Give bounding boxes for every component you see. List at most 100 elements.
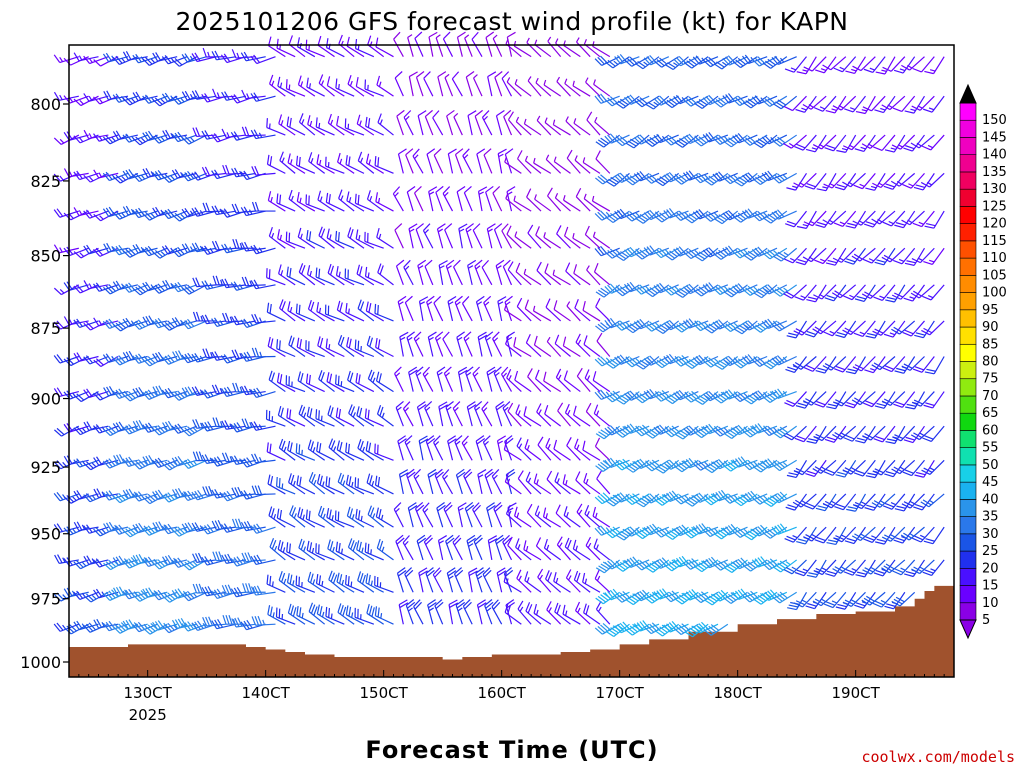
wind-barb	[426, 295, 435, 322]
wind-barb	[298, 113, 316, 136]
wind-barb	[393, 502, 404, 528]
wind-barb	[476, 599, 487, 625]
wind-barb	[526, 503, 542, 528]
wind-barb	[315, 574, 335, 593]
wind-barb	[325, 38, 345, 58]
wind-barb	[63, 168, 89, 178]
wind-barb	[481, 259, 493, 286]
wind-barb	[523, 540, 542, 561]
wind-barb	[316, 302, 335, 322]
colorbar-segment	[959, 430, 977, 448]
colorbar-segment	[959, 343, 977, 362]
wind-barb	[142, 587, 168, 598]
wind-barb	[355, 508, 375, 528]
wind-barb	[307, 299, 326, 322]
wind-barb	[132, 284, 158, 296]
wind-barb	[231, 315, 256, 326]
wind-barb	[305, 373, 325, 393]
wind-barb	[267, 36, 286, 58]
wind-barb	[286, 542, 306, 561]
wind-barb	[211, 240, 237, 251]
wind-barb	[462, 599, 473, 625]
wind-barb	[771, 209, 797, 220]
wind-barb	[83, 129, 109, 140]
y-tick-label: 975	[30, 590, 61, 609]
wind-barb	[285, 79, 306, 97]
wind-barb	[436, 366, 446, 392]
colorbar-label: 120	[982, 217, 1007, 232]
wind-barb	[211, 384, 237, 395]
wind-barb	[435, 185, 444, 212]
wind-barb	[487, 71, 497, 97]
wind-barb	[504, 472, 522, 495]
wind-barb	[456, 186, 466, 212]
wind-barb	[491, 599, 503, 625]
wind-barb	[269, 74, 286, 97]
wind-barb	[296, 605, 316, 625]
wind-barb	[93, 488, 119, 498]
wind-barb	[422, 502, 434, 528]
wind-barb	[481, 110, 493, 136]
wind-barb	[433, 295, 444, 322]
wind-barb	[181, 352, 207, 364]
wind-barb	[316, 154, 335, 174]
wind-barb	[297, 371, 316, 393]
wind-barb	[306, 406, 325, 427]
wind-barb	[287, 440, 306, 461]
wind-barb	[298, 404, 316, 427]
wind-barb	[417, 110, 427, 136]
wind-barb	[315, 409, 335, 427]
colorbar-label: 100	[982, 286, 1007, 301]
wind-barb	[464, 501, 475, 528]
terrain-fill	[69, 585, 954, 677]
wind-barb	[306, 77, 325, 97]
wind-barb	[315, 543, 335, 561]
wind-barb	[113, 320, 139, 332]
wind-barb	[211, 520, 237, 531]
wind-barb	[326, 76, 345, 97]
wind-barb	[575, 188, 591, 212]
wind-barb	[482, 567, 493, 593]
wind-barb	[374, 303, 394, 322]
wind-barb	[575, 471, 591, 495]
wind-barb	[501, 71, 513, 97]
wind-barb	[376, 228, 394, 249]
wind-barb	[506, 331, 515, 357]
wind-barb	[307, 115, 325, 136]
wind-barb	[433, 148, 444, 174]
wind-barb	[464, 34, 473, 57]
wind-barb-layer	[53, 31, 945, 638]
wind-barb	[404, 295, 414, 322]
wind-barb	[785, 356, 807, 374]
colorbar-label: 135	[982, 165, 1007, 180]
wind-barb	[201, 166, 227, 177]
wind-barb	[297, 227, 316, 249]
wind-barb	[307, 571, 326, 593]
colorbar-label: 35	[982, 510, 999, 525]
wind-barb	[396, 109, 405, 136]
colorbar-segment	[959, 257, 977, 276]
colorbar-segment	[959, 240, 977, 259]
wind-barb	[593, 79, 611, 97]
wind-barb	[93, 355, 119, 368]
wind-barb	[424, 259, 434, 286]
wind-barb	[285, 231, 306, 249]
wind-barb	[286, 573, 306, 593]
colorbar-segment	[959, 567, 977, 586]
wind-barb	[308, 152, 326, 174]
wind-barb	[315, 117, 335, 136]
wind-barb	[516, 297, 532, 322]
wind-barb	[504, 435, 514, 461]
wind-barb	[556, 225, 571, 249]
wind-barb	[325, 192, 345, 212]
wind-barb	[266, 574, 286, 593]
wind-barb	[289, 505, 306, 528]
wind-barb	[397, 148, 407, 174]
colorbar-label: 60	[982, 423, 999, 438]
wind-barb	[306, 229, 325, 249]
wind-barb	[585, 536, 601, 561]
wind-barb	[318, 74, 335, 97]
wind-barb	[406, 331, 415, 357]
wind-barb	[442, 186, 454, 212]
credit-text: coolwx.com/models	[861, 748, 1015, 766]
